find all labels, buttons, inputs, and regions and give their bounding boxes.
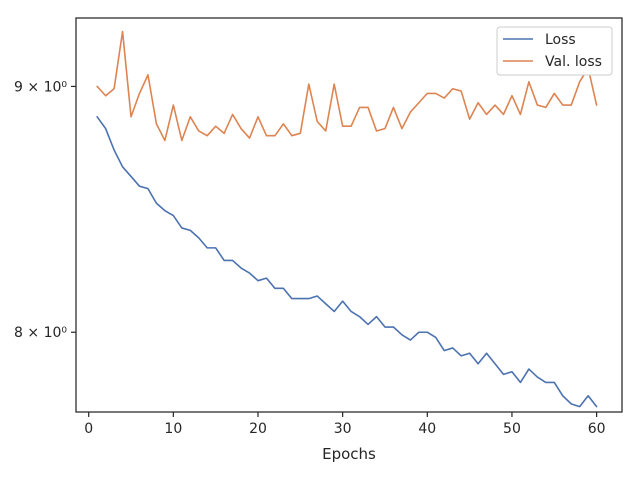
- x-tick-label: 20: [249, 421, 267, 437]
- y-tick-label: 8 × 10⁰: [14, 325, 67, 341]
- legend: Loss Val. loss: [496, 26, 613, 76]
- x-axis-label: Epochs: [322, 445, 376, 463]
- x-tick-label: 10: [164, 421, 182, 437]
- x-tick-label: 0: [84, 421, 93, 437]
- x-axis-ticks: 0 10 20 30 40 50 60: [84, 412, 606, 437]
- series-line-val-loss: [96, 30, 598, 142]
- legend-label-loss: Loss: [545, 32, 576, 48]
- y-axis-ticks: 8 × 10⁰ 9 × 10⁰: [14, 79, 76, 341]
- x-tick-label: 50: [503, 421, 521, 437]
- y-tick-label: 9 × 10⁰: [14, 79, 67, 95]
- x-tick-label: 40: [418, 421, 436, 437]
- series-line-loss: [96, 115, 598, 408]
- x-tick-label: 60: [588, 421, 606, 437]
- legend-label-val-loss: Val. loss: [545, 54, 602, 70]
- series-lines: [96, 30, 598, 408]
- x-tick-label: 30: [334, 421, 352, 437]
- axes: 0 10 20 30 40 50 60 8 × 10⁰ 9 × 10⁰: [14, 17, 623, 437]
- plot-frame: [75, 17, 623, 413]
